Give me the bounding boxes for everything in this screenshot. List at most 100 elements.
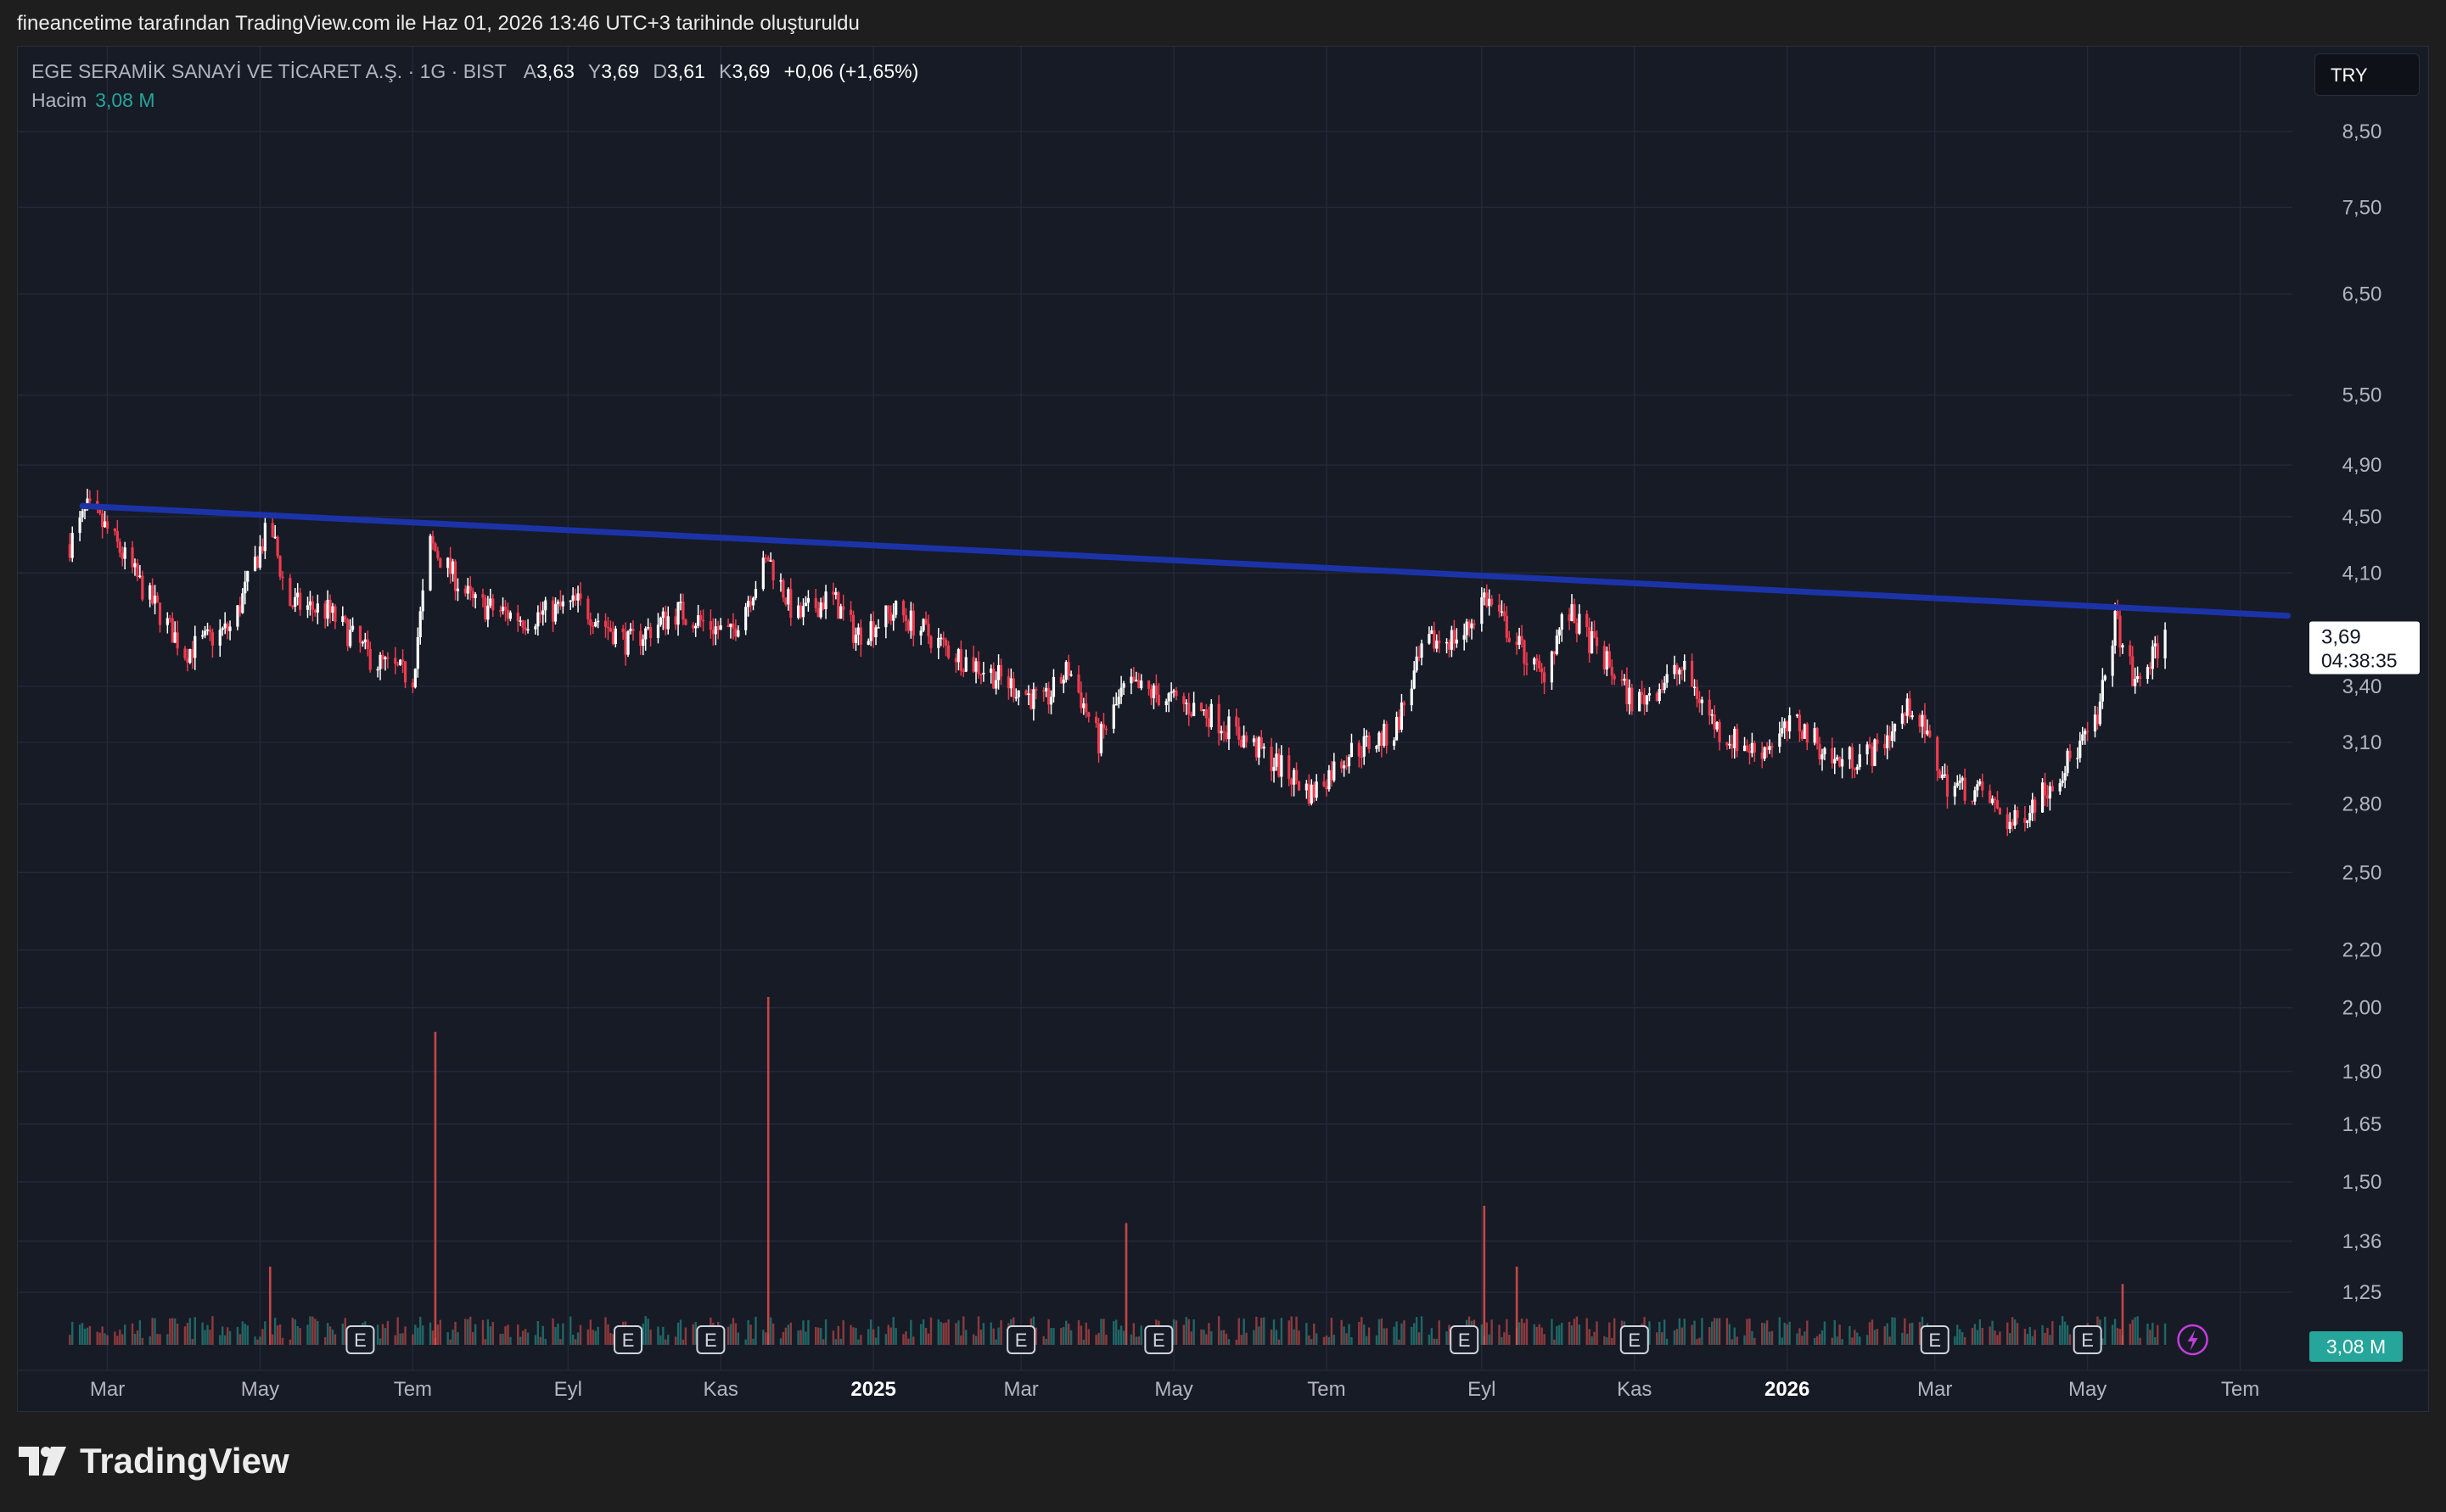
candle-body — [1024, 690, 1028, 696]
candle-body — [2138, 675, 2142, 680]
volume-bar — [101, 1326, 104, 1345]
volume-bar — [1119, 1325, 1123, 1345]
volume-bar — [1558, 1324, 1561, 1345]
volume-bar — [797, 1330, 799, 1345]
volume-bar — [874, 1337, 878, 1345]
volume-bar — [727, 1326, 730, 1345]
candle-body — [255, 557, 260, 568]
volume-bar — [1313, 1324, 1316, 1345]
volume-bar — [1420, 1316, 1423, 1345]
candle-body — [1082, 703, 1086, 708]
volume-bar — [454, 1321, 457, 1345]
candle-body — [737, 630, 740, 637]
candle-body — [1087, 712, 1091, 717]
candle-body — [974, 661, 978, 672]
volume-bar — [1100, 1319, 1102, 1345]
volume-bar — [1873, 1330, 1877, 1345]
candle-body — [1742, 745, 1747, 752]
candle-body — [341, 616, 345, 622]
volume-bar — [1658, 1321, 1661, 1345]
volume-bar — [924, 1327, 928, 1345]
candle-body — [176, 632, 179, 649]
volume-bar — [1087, 1329, 1090, 1345]
volume-bar — [289, 1339, 292, 1345]
chart-panel[interactable]: E E E E E E E E E 8,50 7,50 6,50 5,50 4,90 4,50 4,10 3,… — [17, 46, 2429, 1412]
candle-body — [1152, 685, 1156, 698]
price-chart[interactable]: E E E E E E E E E 8,50 7,50 6,50 5,50 4,90 4,50 4,10 3,… — [18, 47, 2428, 1411]
candle-body — [205, 629, 210, 631]
candle-body — [779, 580, 783, 582]
candle-body — [606, 626, 610, 629]
volume-bar — [2129, 1324, 2131, 1345]
volume-bar — [805, 1331, 807, 1345]
candle-body — [732, 623, 735, 629]
earnings-marker-label: E — [2081, 1330, 2094, 1351]
volume-bar — [2006, 1322, 2009, 1345]
volume-bar — [1798, 1328, 1801, 1345]
volume-bar — [597, 1326, 599, 1345]
candle-body — [2006, 814, 2009, 830]
volume-bar — [421, 1325, 424, 1345]
earnings-marker-label: E — [1628, 1330, 1641, 1351]
volume-bar — [2058, 1324, 2062, 1345]
volume-bar — [649, 1330, 652, 1345]
volume-bar — [521, 1330, 525, 1345]
currency-button[interactable]: TRY — [2314, 53, 2420, 96]
y-tick-label: 4,10 — [2342, 562, 2382, 585]
volume-bar — [1731, 1339, 1734, 1345]
candle-body — [78, 517, 81, 534]
volume-bar — [1315, 1333, 1318, 1345]
volume-label[interactable]: Hacim — [31, 89, 87, 111]
candle-body — [133, 563, 137, 568]
volume-bar — [376, 1324, 379, 1345]
volume-bar — [1330, 1318, 1333, 1345]
candle-body — [1130, 676, 1133, 684]
tradingview-logo[interactable]: TradingView — [19, 1441, 289, 1481]
volume-bar — [1293, 1329, 1295, 1345]
volume-bar — [2031, 1336, 2034, 1345]
candle-body — [682, 602, 685, 620]
volume-bar — [1841, 1339, 1843, 1345]
candle-body — [489, 598, 492, 606]
candle-body — [1307, 783, 1310, 804]
volume-bar — [169, 1318, 171, 1345]
candle-body — [1813, 728, 1816, 743]
volume-bar — [1050, 1328, 1052, 1345]
candle-body — [1520, 636, 1523, 641]
volume-bar — [238, 1334, 242, 1345]
candle-body — [1467, 621, 1471, 629]
volume-bar — [1833, 1319, 1836, 1345]
volume-bar — [1551, 1319, 1553, 1345]
volume-bar — [1683, 1319, 1686, 1345]
candle-body — [118, 541, 121, 553]
candle-body — [136, 563, 139, 578]
volume-bar — [2116, 1328, 2119, 1345]
candle-body — [597, 620, 600, 623]
candle-body — [1533, 658, 1536, 665]
candle-body — [996, 664, 1001, 680]
candle-body — [1290, 779, 1293, 785]
y-tick-label: 6,50 — [2342, 283, 2382, 305]
candle-body — [1748, 750, 1752, 753]
candle-body — [1069, 674, 1073, 676]
candle-body — [761, 557, 765, 590]
volume-bar — [1781, 1337, 1783, 1345]
volume-bar — [729, 1324, 732, 1345]
candle-body — [379, 654, 382, 669]
candle-body — [2101, 680, 2104, 702]
volume-bar — [860, 1335, 862, 1345]
y-tick-label: 4,50 — [2342, 506, 2382, 529]
candle-body — [158, 602, 162, 625]
candle-body — [561, 601, 564, 607]
candle-body — [1607, 651, 1611, 667]
symbol-title[interactable]: EGE SERAMİK SANAYİ VE TİCARET A.Ş. · 1G … — [31, 60, 507, 82]
candle-body — [609, 628, 612, 632]
candle-body — [1067, 661, 1070, 675]
candle-body — [1237, 726, 1241, 740]
candle-body — [626, 630, 630, 655]
candle-body — [1871, 746, 1874, 766]
candle-body — [2153, 643, 2157, 647]
volume-bar — [1383, 1328, 1386, 1345]
volume-bar — [294, 1319, 296, 1345]
volume-bar — [665, 1339, 667, 1345]
